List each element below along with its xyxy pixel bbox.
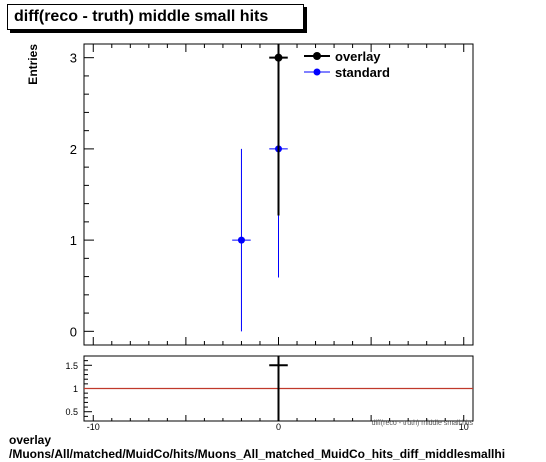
main-y-axis-label: Entries — [26, 44, 40, 85]
ratio-x-tick-label: 10 — [459, 422, 469, 432]
footer-path: /Muons/All/matched/MuidCo/hits/Muons_All… — [9, 447, 506, 461]
legend-label-standard: standard — [335, 65, 390, 80]
ratio-x-axis-label: diff(reco - truth) middle small hits — [372, 420, 474, 427]
chart-title-box: diff(reco - truth) middle small hits — [7, 4, 304, 30]
main-y-tick-label: 0 — [70, 324, 77, 339]
ratio-x-tick-label: -10 — [87, 422, 100, 432]
legend-marker-overlay — [313, 52, 321, 60]
ratio-y-tick-label: 1 — [73, 384, 78, 394]
main-y-tick-label: 1 — [70, 233, 77, 248]
ratio-x-tick-label: 0 — [276, 422, 281, 432]
ratio-y-tick-label: 1.5 — [65, 361, 78, 371]
overlay-series-point — [274, 53, 283, 62]
standard-series-point — [237, 236, 245, 244]
main-y-tick-label: 2 — [70, 142, 77, 157]
chart-title: diff(reco - truth) middle small hits — [14, 8, 269, 25]
main-y-tick-label: 3 — [70, 51, 77, 66]
ratio-y-tick-label: 0.5 — [65, 407, 78, 417]
legend-label-overlay: overlay — [335, 49, 381, 64]
footer-label: overlay — [9, 433, 52, 447]
legend-marker-standard — [313, 68, 321, 76]
